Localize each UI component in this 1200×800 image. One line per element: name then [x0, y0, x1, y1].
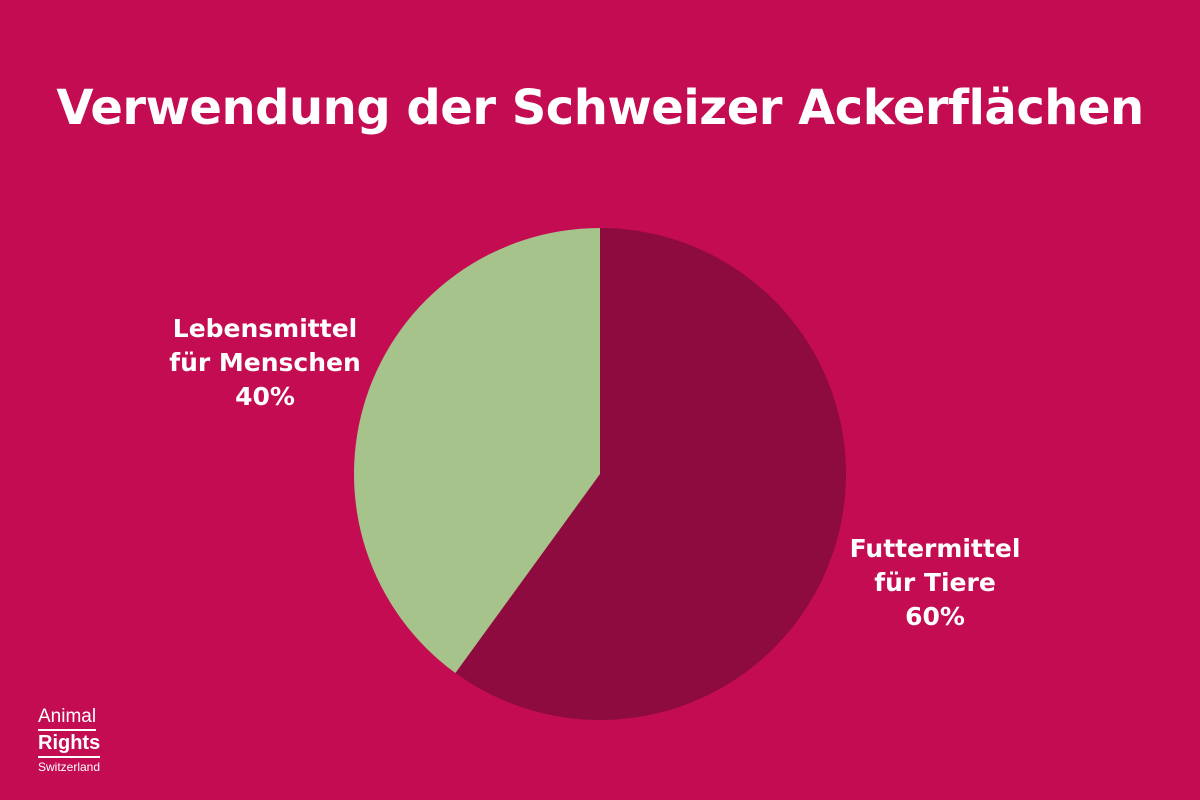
pie-slice-feed	[455, 228, 846, 720]
slice-label-feed-line1: Futtermittel	[849, 534, 1021, 563]
slice-label-feed: Futtermittel für Tiere 60%	[825, 532, 1045, 634]
pie-slice-food	[353, 228, 600, 674]
slice-label-food: Lebensmittel für Menschen 40%	[150, 312, 380, 414]
chart-title: Verwendung der Schweizer Ackerflächen	[56, 80, 1144, 136]
slice-label-feed-line2: für Tiere	[874, 568, 996, 597]
slice-label-food-line1: Lebensmittel	[172, 314, 358, 343]
slice-label-food-value: 40%	[235, 382, 295, 411]
brand-logo: Animal Rights Switzerland	[38, 706, 112, 775]
logo-line-switzerland: Switzerland	[38, 760, 101, 774]
slice-label-food-line2: für Menschen	[169, 348, 361, 377]
slice-label-feed-value: 60%	[905, 602, 965, 631]
logo-line-rights: Rights	[38, 731, 101, 758]
logo-line-animal: Animal	[38, 706, 97, 731]
